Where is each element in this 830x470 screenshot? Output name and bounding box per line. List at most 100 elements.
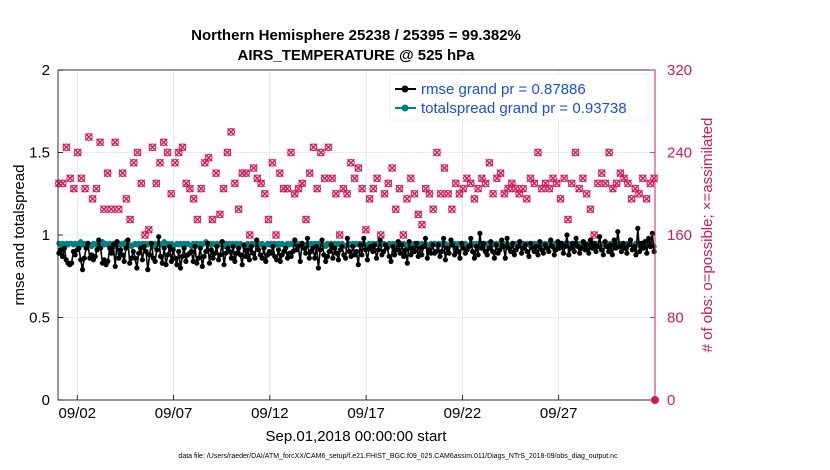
obs-assimilated-point	[638, 174, 647, 183]
series-point	[297, 258, 303, 264]
series-point	[615, 229, 621, 235]
series-point	[127, 260, 133, 266]
series-point	[83, 245, 89, 251]
series-point	[622, 245, 628, 251]
series-point	[98, 245, 104, 251]
obs-possible-point	[549, 174, 557, 183]
x-axis: 09/02 09/07 09/12 09/17 09/22 09/27	[58, 395, 577, 422]
series-point	[484, 252, 490, 258]
series-point	[118, 247, 124, 253]
series-point	[250, 250, 256, 256]
obs-assimilated-point	[373, 174, 382, 183]
series-point	[110, 242, 116, 248]
obs-possible-point	[579, 174, 587, 183]
series-point	[237, 252, 243, 258]
obs-possible-point	[489, 189, 497, 198]
series-point	[119, 252, 125, 258]
obs-assimilated-point	[496, 169, 505, 178]
obs-possible-point	[586, 205, 595, 214]
series-point	[335, 257, 341, 263]
obs-possible-point	[73, 148, 82, 157]
obs-assimilated-point	[365, 194, 374, 203]
obs-possible-point	[283, 184, 292, 193]
obs-possible-point	[272, 231, 280, 239]
obs-possible-point	[290, 189, 299, 198]
obs-assimilated-point	[264, 215, 273, 224]
series-point	[402, 247, 409, 253]
obs-possible-point	[597, 169, 606, 177]
series-point	[620, 240, 626, 246]
series-point	[515, 243, 521, 250]
series-point	[172, 255, 178, 261]
obs-assimilated-point	[560, 174, 569, 183]
obs-possible-point	[182, 179, 191, 188]
obs-assimilated-point	[212, 169, 221, 178]
series-point	[430, 242, 436, 248]
series-point	[397, 250, 403, 256]
obs-possible-point	[88, 195, 97, 203]
series-point	[136, 250, 142, 256]
series-point	[315, 265, 321, 271]
obs-possible-point	[436, 189, 445, 198]
series-point	[373, 255, 380, 261]
series-point	[455, 248, 461, 255]
obs-possible-point	[616, 169, 625, 177]
obs-possible-point	[511, 184, 520, 193]
obs-assimilated-point	[204, 153, 213, 162]
obs-assimilated-point	[257, 179, 266, 188]
obs-assimilated-point	[178, 143, 187, 152]
series-point	[61, 245, 67, 251]
obs-assimilated-point	[358, 184, 367, 193]
obs-possible-point	[317, 148, 325, 157]
series-point	[499, 237, 505, 243]
obs-assimilated-point	[208, 215, 217, 224]
y-tick-label-left: 0	[42, 392, 50, 409]
series-point	[116, 255, 122, 261]
series-point	[85, 240, 91, 246]
obs-possible-point	[201, 158, 209, 167]
series-point	[333, 250, 340, 256]
series-point	[406, 239, 412, 245]
series-point	[188, 248, 194, 255]
obs-assimilated-point	[369, 184, 378, 193]
series-point	[557, 245, 563, 251]
obs-assimilated-point	[489, 189, 498, 198]
obs-assimilated-point	[189, 194, 198, 203]
series-point	[292, 237, 298, 243]
series-point	[524, 248, 530, 255]
obs-assimilated-point	[593, 179, 602, 188]
series-point	[392, 252, 398, 258]
series-point	[108, 250, 115, 256]
series-point	[370, 248, 376, 255]
series-point	[319, 237, 325, 243]
obs-possible-point	[380, 189, 389, 198]
series-point	[246, 257, 252, 263]
series-point	[441, 235, 447, 241]
obs-assimilated-point	[316, 148, 325, 157]
obs-assimilated-point	[376, 231, 385, 239]
series-point	[79, 267, 86, 273]
obs-possible-point	[324, 143, 333, 152]
series-point	[192, 243, 198, 250]
obs-possible-point	[463, 174, 471, 183]
obs-possible-point	[167, 189, 176, 198]
series-point	[509, 240, 516, 246]
obs-possible-point	[362, 225, 370, 234]
series-point	[81, 255, 87, 261]
series-point	[526, 253, 532, 259]
obs-assimilated-point	[234, 205, 243, 214]
y-tick-label-right: 240	[667, 145, 692, 162]
x-tick-label: 09/17	[347, 405, 385, 422]
x-tick-label: 09/27	[540, 405, 578, 422]
series-point	[312, 255, 318, 261]
obs-assimilated-point	[249, 164, 258, 172]
obs-possible-point	[305, 169, 314, 177]
series-point	[562, 243, 568, 250]
obs-possible-point	[287, 148, 295, 157]
obs-possible-point	[395, 184, 404, 193]
obs-assimilated-point	[361, 225, 370, 234]
series-point	[424, 255, 430, 261]
obs-assimilated-point	[152, 179, 161, 188]
obs-possible-point	[403, 195, 411, 203]
obs-possible-point	[421, 184, 430, 193]
